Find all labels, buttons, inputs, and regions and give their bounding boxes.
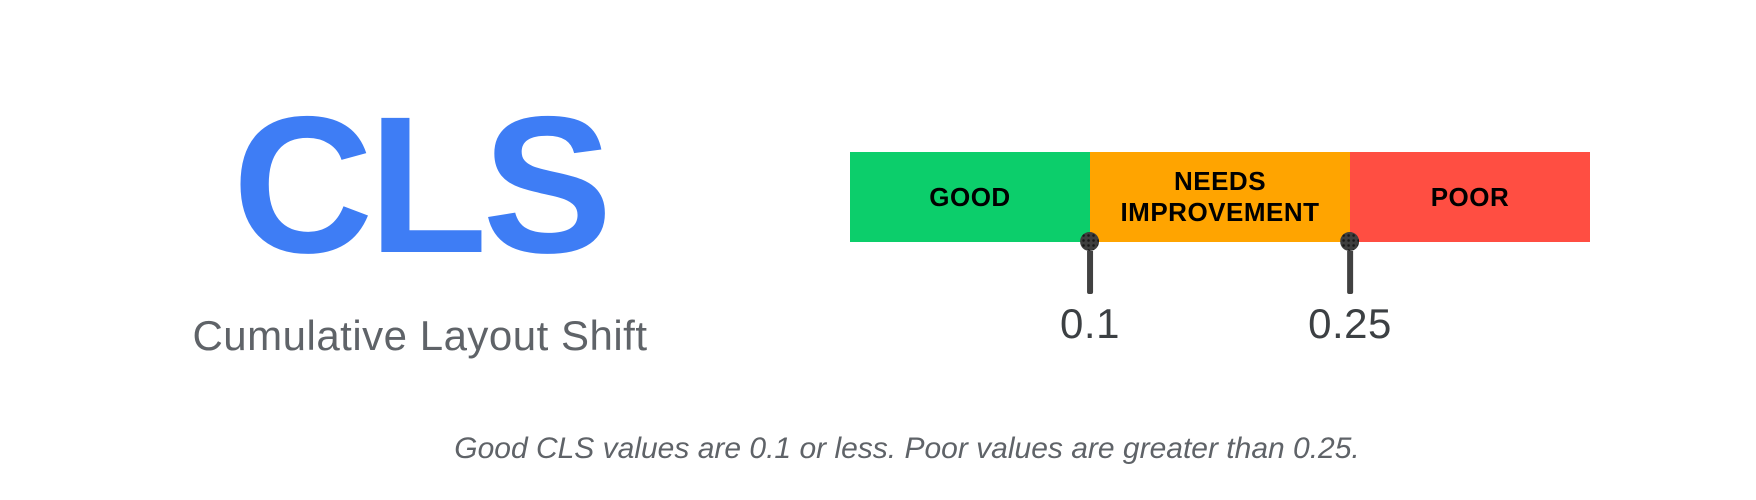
- segment-poor-label: POOR: [1430, 181, 1510, 212]
- metric-abbreviation: CLS: [232, 76, 613, 294]
- threshold-marker-0-25: 0.25: [1308, 232, 1392, 347]
- metric-full-name: Cumulative Layout Shift: [192, 312, 648, 359]
- segment-needs-improvement-label: NEEDS IMPROVEMENT: [1120, 166, 1320, 227]
- metric-block: CLS Cumulative Layout Shift: [170, 88, 670, 357]
- segment-needs-improvement: NEEDS IMPROVEMENT: [1090, 152, 1350, 242]
- segment-poor: POOR: [1350, 152, 1590, 242]
- caption-text: Good CLS values are 0.1 or less. Poor va…: [454, 432, 1360, 465]
- threshold-dot-icon: [1340, 232, 1360, 251]
- segment-good: GOOD: [850, 152, 1090, 242]
- segment-good-label: GOOD: [929, 181, 1011, 212]
- threshold-dot-icon: [1080, 232, 1100, 251]
- threshold-marker-0-1: 0.1: [1060, 232, 1120, 347]
- threshold-stem: [1347, 251, 1353, 294]
- threshold-value: 0.25: [1308, 300, 1392, 347]
- threshold-scale-bar: GOOD NEEDS IMPROVEMENT POOR 0.1 0.25: [850, 152, 1590, 345]
- threshold-value: 0.1: [1060, 300, 1120, 347]
- threshold-stem: [1086, 251, 1093, 294]
